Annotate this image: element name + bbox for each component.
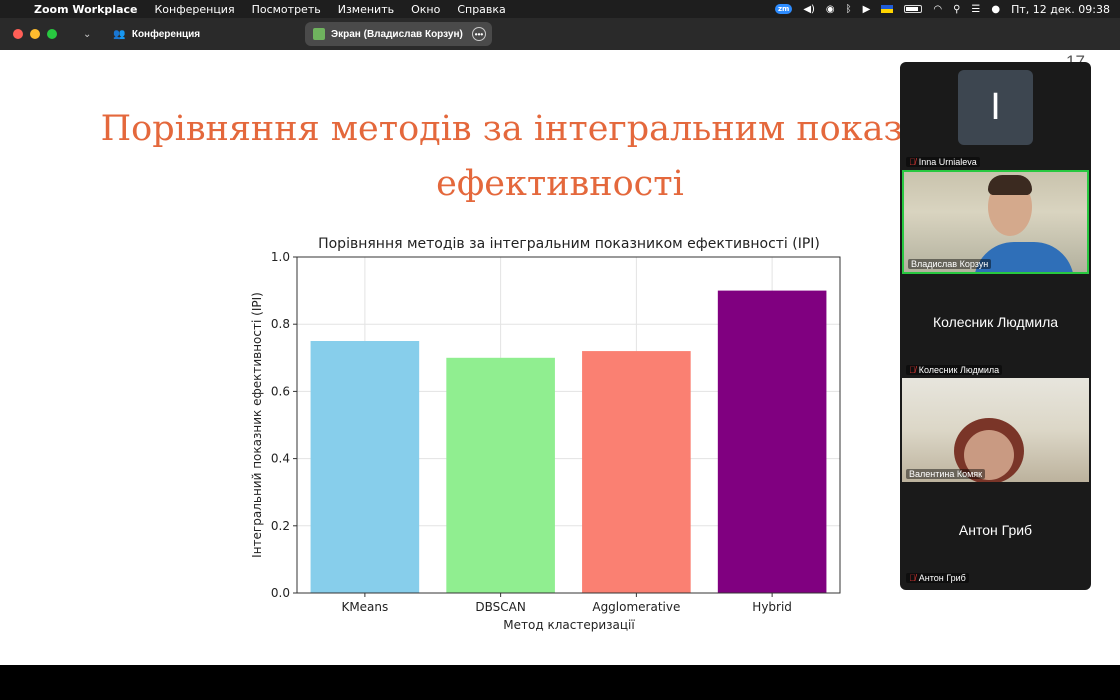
bluetooth-icon[interactable]: ᛒ: [845, 3, 852, 15]
close-window-button[interactable]: [13, 29, 23, 39]
menu-view[interactable]: Посмотреть: [251, 2, 321, 16]
participant-tile-active-speaker[interactable]: Владислав Корзун: [902, 170, 1089, 274]
spotlight-icon[interactable]: ⚲: [953, 3, 961, 15]
y-tick-label: 0.6: [271, 384, 290, 398]
siri-icon[interactable]: ●: [991, 3, 1001, 15]
record-icon[interactable]: ◉: [825, 3, 835, 15]
participant-name: Inna Urnialeva: [918, 157, 977, 167]
y-tick-label: 0.2: [271, 519, 290, 533]
more-options-icon[interactable]: •••: [472, 27, 486, 41]
bar-hybrid: [717, 290, 827, 593]
participant-display-name: Антон Гриб: [958, 522, 1033, 538]
meeting-participants-icon: 👥: [113, 28, 126, 40]
wifi-icon[interactable]: ◠: [933, 3, 943, 15]
bar-agglomerative: [582, 351, 691, 593]
video-person-hair: [988, 175, 1032, 195]
chart-bars: [310, 290, 827, 593]
menu-conference[interactable]: Конференция: [154, 2, 235, 16]
participant-name: Колесник Людмила: [918, 365, 1000, 375]
slide-title-line2: ефективності: [436, 164, 684, 204]
slide-title: Порівняння методів за інтегральним показ…: [40, 102, 1080, 212]
participant-name-tag: 🎙̸ Антон Гриб: [906, 573, 969, 583]
bar-chart: Порівняння методів за інтегральним показ…: [250, 236, 841, 632]
play-icon[interactable]: ▶: [862, 3, 871, 15]
participant-tile[interactable]: Антон Гриб 🎙̸ Антон Гриб: [902, 482, 1089, 586]
mic-muted-icon: 🎙̸: [909, 573, 916, 583]
menu-zoom-workplace[interactable]: Zoom Workplace: [34, 2, 138, 16]
y-tick-label: 1.0: [271, 250, 290, 264]
zoom-status-icon[interactable]: zm: [774, 4, 793, 14]
clock[interactable]: Пт, 12 дек. 09:38: [1011, 2, 1110, 16]
participant-tile[interactable]: I 🎙̸ Inna Urnialeva: [902, 66, 1089, 170]
window-controls: [13, 29, 57, 39]
battery-icon[interactable]: [904, 5, 923, 13]
meeting-label: Конференция: [131, 28, 201, 40]
avatar: I: [958, 70, 1033, 145]
screen-share-icon: [313, 28, 325, 40]
mic-muted-icon: 🎙̸: [909, 365, 916, 375]
bar-kmeans: [310, 341, 420, 593]
screen-share-indicator[interactable]: Экран (Владислав Корзун) •••: [305, 22, 492, 46]
keyboard-layout-flag-icon[interactable]: [881, 5, 894, 13]
menu-window[interactable]: Окно: [411, 2, 441, 16]
menu-help[interactable]: Справка: [457, 2, 506, 16]
y-tick-label: 0.4: [271, 452, 290, 466]
x-axis-ticks: KMeans DBSCAN Agglomerative Hybrid: [341, 593, 792, 614]
volume-icon[interactable]: ◀): [803, 3, 815, 15]
participant-tile[interactable]: Колесник Людмила 🎙̸ Колесник Людмила: [902, 274, 1089, 378]
slide-title-line1: Порівняння методів за інтегральним показ…: [100, 109, 1020, 149]
participants-panel: I 🎙̸ Inna Urnialeva Владислав Корзун Кол…: [900, 62, 1091, 590]
video-person-head: [964, 430, 1014, 480]
x-tick-label: KMeans: [341, 600, 388, 614]
y-tick-label: 0.0: [271, 586, 290, 600]
y-axis-label: Інтегральний показник ефективності (IPI): [250, 292, 264, 558]
meeting-info-button[interactable]: 👥 Конференция: [113, 29, 200, 40]
status-area: zm ◀) ◉ ᛒ ▶ ◠ ⚲ ☰ ● Пт, 12 дек. 09:38: [774, 0, 1110, 18]
menu-bar: Zoom Workplace Конференция Посмотреть Из…: [0, 0, 1120, 18]
y-axis-ticks: 0.0 0.2 0.4 0.6 0.8 1.0: [271, 250, 297, 600]
participant-name: Валентина Комяк: [909, 469, 983, 479]
plot-frame: [296, 256, 841, 594]
participant-name: Владислав Корзун: [911, 259, 989, 269]
minimize-window-button[interactable]: [30, 29, 40, 39]
participant-name-tag: Валентина Комяк: [906, 469, 986, 479]
participant-display-name: Колесник Людмила: [932, 314, 1059, 330]
fullscreen-window-button[interactable]: [47, 29, 57, 39]
participant-name-tag: Владислав Корзун: [908, 259, 992, 269]
video-person: [974, 242, 1074, 272]
participant-name: Антон Гриб: [918, 573, 966, 583]
mic-muted-icon: 🎙̸: [909, 157, 916, 167]
participant-name-tag: 🎙̸ Inna Urnialeva: [906, 157, 980, 167]
participant-tile[interactable]: Валентина Комяк: [902, 378, 1089, 482]
x-tick-label: Hybrid: [752, 600, 792, 614]
menu-edit[interactable]: Изменить: [337, 2, 395, 16]
chart-title: Порівняння методів за інтегральним показ…: [318, 236, 820, 252]
x-tick-label: DBSCAN: [475, 600, 525, 614]
participant-name-tag: 🎙̸ Колесник Людмила: [906, 365, 1003, 375]
bar-dbscan: [446, 357, 555, 593]
y-tick-label: 0.8: [271, 317, 290, 331]
x-axis-label: Метод кластеризації: [503, 618, 635, 632]
screen-share-label: Экран (Владислав Корзун): [331, 28, 463, 40]
x-tick-label: Agglomerative: [592, 600, 680, 614]
control-center-icon[interactable]: ☰: [971, 3, 981, 15]
chevron-down-icon[interactable]: ⌄: [83, 28, 92, 40]
zoom-window-toolbar: ⌄ 👥 Конференция Экран (Владислав Корзун)…: [0, 18, 1120, 50]
